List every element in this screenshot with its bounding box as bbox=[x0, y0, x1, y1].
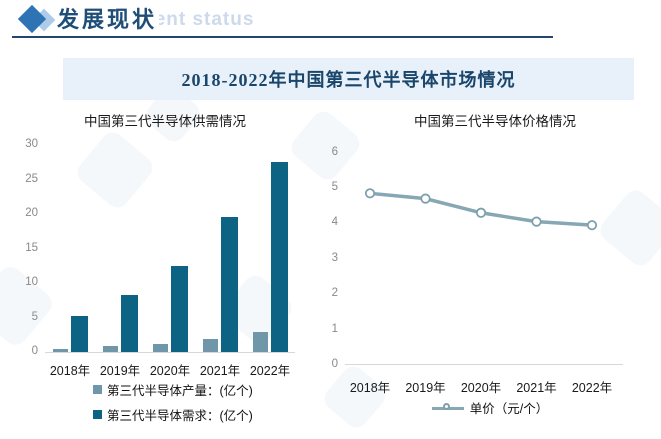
line-x-axis-label: 2019年 bbox=[405, 381, 446, 395]
data-point bbox=[364, 188, 376, 199]
data-point bbox=[531, 216, 542, 227]
bar-demand bbox=[120, 294, 138, 352]
bar-y-tick-label: 20 bbox=[25, 207, 38, 219]
bar-production bbox=[152, 343, 168, 352]
legend-label-demand: 第三代半导体需求：(亿个) bbox=[107, 409, 253, 423]
watermark-shape bbox=[595, 185, 661, 271]
bar-x-axis-label: 2021年 bbox=[199, 364, 241, 378]
line-y-tick-label: 0 bbox=[331, 358, 338, 370]
line-chart-title: 中国第三代半导体价格情况 bbox=[414, 114, 576, 129]
bar-x-axis-label: 2022年 bbox=[249, 364, 291, 378]
bar-y-tick-label: 25 bbox=[25, 172, 38, 185]
bar-y-tick-label: 10 bbox=[25, 276, 38, 288]
bar-chart-title: 中国第三代半导体供需情况 bbox=[84, 114, 246, 129]
bar-production bbox=[102, 346, 118, 352]
line-y-tick-label: 6 bbox=[331, 145, 338, 158]
line-y-tick-label: 4 bbox=[331, 216, 338, 229]
legend-label-production: 第三代半导体产量：(亿个) bbox=[107, 384, 253, 398]
line-chart-legend: 单价（元/个） bbox=[340, 398, 640, 417]
bar-x-axis-label: 2020年 bbox=[149, 364, 191, 378]
line-chart-x-axis bbox=[345, 364, 623, 365]
bar-chart-legend: 第三代半导体产量：(亿个) 第三代半导体需求：(亿个) bbox=[93, 380, 253, 424]
legend-label-price: 单价（元/个） bbox=[469, 402, 549, 416]
data-point bbox=[475, 207, 487, 218]
bar-demand bbox=[170, 265, 188, 352]
bar-demand bbox=[270, 162, 288, 352]
watermark-shape bbox=[72, 127, 158, 213]
bar-y-tick-label: 30 bbox=[25, 138, 38, 150]
banner: 2018-2022年中国第三代半导体市场情况 bbox=[63, 58, 634, 100]
bar-y-tick-label: 5 bbox=[31, 310, 38, 323]
line-x-axis-label: 2021年 bbox=[516, 381, 557, 395]
bar-production bbox=[252, 331, 268, 352]
line-legend-marker-icon bbox=[431, 402, 464, 413]
line-y-tick-label: 5 bbox=[331, 181, 338, 193]
line-y-tick-label: 2 bbox=[331, 287, 338, 300]
bar-x-axis-label: 2019年 bbox=[99, 364, 141, 378]
legend-swatch-demand bbox=[93, 410, 102, 419]
price-line bbox=[369, 191, 593, 227]
bar-demand bbox=[70, 316, 88, 352]
legend-item-production: 第三代半导体产量：(亿个) bbox=[93, 380, 253, 399]
data-point bbox=[586, 220, 598, 231]
line-y-tick-label: 1 bbox=[331, 322, 338, 335]
watermark-shape bbox=[319, 361, 391, 433]
data-point bbox=[420, 193, 431, 204]
line-x-axis-label: 2022年 bbox=[571, 381, 613, 395]
legend-swatch-production bbox=[93, 385, 102, 394]
header-divider bbox=[12, 36, 553, 38]
line-y-tick-label: 3 bbox=[331, 251, 338, 264]
bar-x-axis-label: 2018年 bbox=[49, 364, 91, 378]
bar-production bbox=[202, 338, 218, 352]
bar-demand bbox=[220, 217, 238, 352]
bar-y-tick-label: 0 bbox=[31, 345, 38, 357]
banner-title: 2018-2022年中国第三代半导体市场情况 bbox=[181, 70, 516, 90]
line-x-axis-label: 2018年 bbox=[349, 381, 391, 395]
bar-y-tick-label: 15 bbox=[25, 241, 38, 254]
line-x-axis-label: 2020年 bbox=[460, 381, 502, 395]
page-title: 发展现状 bbox=[57, 2, 160, 34]
legend-item-demand: 第三代半导体需求：(亿个) bbox=[93, 405, 253, 424]
bar-production bbox=[52, 349, 68, 352]
bar-chart-x-axis bbox=[45, 352, 295, 353]
